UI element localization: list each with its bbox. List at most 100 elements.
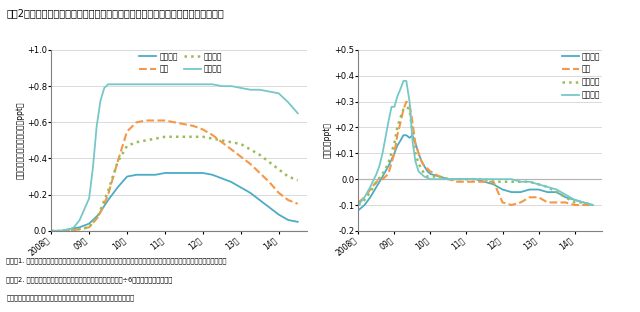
都心商業 (399, 108, 407, 111)
住宅 (95, 215, 102, 218)
都心商業 (418, 167, 426, 171)
都心商業 (85, 225, 93, 229)
郊外商業 (189, 82, 197, 86)
オフィス (372, 185, 380, 189)
オフィス (427, 172, 435, 176)
都心商業 (171, 135, 179, 139)
住宅 (525, 195, 533, 199)
オフィス (415, 151, 422, 155)
郊外商業 (385, 120, 392, 124)
住宅 (76, 227, 83, 231)
郊外商業 (161, 82, 169, 86)
住宅 (553, 201, 561, 204)
オフィス (394, 144, 401, 148)
住宅 (418, 159, 426, 163)
住宅 (142, 119, 150, 122)
オフィス (95, 213, 102, 217)
住宅 (490, 180, 497, 184)
郊外商業 (525, 180, 533, 184)
住宅 (499, 201, 506, 204)
住宅 (104, 193, 112, 197)
オフィス (209, 173, 216, 177)
郊外商業 (85, 197, 93, 200)
郊外商業 (70, 225, 78, 229)
住宅 (379, 177, 387, 181)
郊外商業 (376, 164, 383, 168)
オフィス (76, 225, 83, 229)
住宅 (372, 180, 380, 184)
オフィス (445, 177, 452, 181)
郊外商業 (67, 227, 74, 231)
都心商業 (589, 203, 596, 207)
オフィス (397, 139, 404, 142)
オフィス (534, 188, 542, 191)
オフィス (132, 173, 140, 177)
オフィス (47, 229, 55, 233)
住宅 (394, 133, 401, 137)
都心商業 (472, 177, 479, 181)
オフィス (436, 175, 444, 178)
オフィス (571, 198, 579, 202)
郊外商業 (266, 90, 273, 93)
Line: 住宅: 住宅 (358, 102, 593, 205)
郊外商業 (394, 95, 401, 98)
オフィス (85, 222, 93, 226)
Line: 住宅: 住宅 (51, 120, 298, 231)
住宅 (85, 225, 93, 229)
都心商業 (294, 178, 301, 182)
住宅 (57, 229, 65, 233)
都心商業 (516, 180, 524, 184)
都心商業 (571, 201, 579, 204)
都心商業 (508, 180, 515, 184)
オフィス (367, 195, 374, 199)
都心商業 (180, 135, 188, 139)
郊外商業 (256, 88, 264, 92)
郊外商業 (472, 177, 479, 181)
住宅 (544, 201, 552, 204)
郊外商業 (381, 136, 389, 140)
オフィス (294, 220, 301, 224)
郊外商業 (418, 172, 426, 176)
オフィス (406, 136, 413, 140)
住宅 (152, 119, 159, 122)
都心商業 (390, 141, 398, 145)
都心商業 (256, 153, 264, 157)
都心商業 (562, 195, 570, 199)
都心商業 (237, 142, 244, 146)
都心商業 (379, 172, 387, 176)
オフィス (408, 133, 416, 137)
住宅 (436, 175, 444, 178)
郊外商業 (403, 79, 410, 83)
都心商業 (454, 177, 461, 181)
都心商業 (544, 185, 552, 189)
住宅 (463, 180, 470, 184)
住宅 (256, 171, 264, 175)
都心商業 (553, 190, 561, 194)
住宅 (361, 195, 369, 199)
郊外商業 (390, 105, 398, 109)
郊外商業 (490, 177, 497, 181)
オフィス (412, 141, 419, 145)
住宅 (534, 195, 542, 199)
オフィス (161, 171, 169, 175)
郊外商業 (284, 100, 292, 104)
Y-axis label: 前期差（ppt）: 前期差（ppt） (323, 122, 332, 158)
オフィス (266, 206, 273, 209)
郊外商業 (534, 183, 542, 186)
郊外商業 (562, 193, 570, 197)
郊外商業 (142, 82, 150, 86)
郊外商業 (367, 185, 374, 189)
Y-axis label: 前回ボトムからの累積変化（ppt）: 前回ボトムからの累積変化（ppt） (15, 102, 24, 179)
住宅 (114, 160, 122, 164)
都心商業 (152, 137, 159, 140)
住宅 (218, 140, 226, 144)
都心商業 (420, 172, 428, 176)
郊外商業 (89, 166, 97, 169)
都心商業 (124, 144, 131, 148)
Text: 注）　1. 前期差は、各物件における直近決算期の直接還元利回りの前期差を、物件ごとの鑑定評価額で加重平均した値。: 注） 1. 前期差は、各物件における直近決算期の直接還元利回りの前期差を、物件ご… (6, 257, 227, 264)
住宅 (420, 164, 428, 168)
郊外商業 (209, 82, 216, 86)
住宅 (589, 203, 596, 207)
都心商業 (397, 115, 404, 119)
Text: 出所）各投資法人の開示資料をもとに三井住友トラスト基礎研究所作成: 出所）各投資法人の開示資料をもとに三井住友トラスト基礎研究所作成 (6, 295, 134, 301)
